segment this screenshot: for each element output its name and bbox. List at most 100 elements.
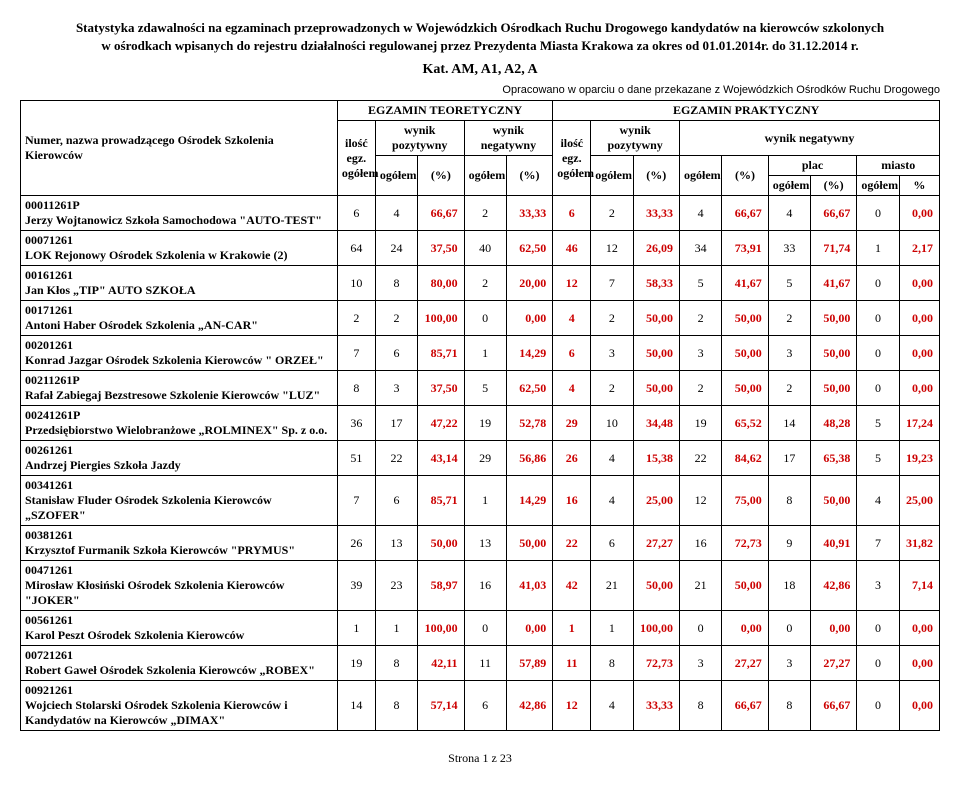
cell-value: 1	[464, 476, 506, 526]
cell-value: 1	[553, 611, 591, 646]
cell-value: 8	[375, 681, 417, 731]
cell-value: 10	[591, 406, 633, 441]
cell-value: 16	[680, 526, 722, 561]
cell-value: 5	[857, 406, 899, 441]
cell-value: 50,00	[633, 336, 679, 371]
cell-value: 19,23	[899, 441, 939, 476]
cell-name: 00161261 Jan Kłos „TIP" AUTO SZKOŁA	[21, 266, 338, 301]
cell-value: 56,86	[506, 441, 552, 476]
cell-name: 00341261 Stanisław Fluder Ośrodek Szkole…	[21, 476, 338, 526]
cell-value: 17,24	[899, 406, 939, 441]
cell-value: 2	[591, 301, 633, 336]
cell-value: 33	[768, 231, 810, 266]
cell-value: 2	[680, 301, 722, 336]
cell-value: 8	[768, 476, 810, 526]
table-row: 00561261 Karol Peszt Ośrodek Szkolenia K…	[21, 611, 940, 646]
cell-value: 2,17	[899, 231, 939, 266]
cell-value: 0	[857, 301, 899, 336]
cell-value: 7	[857, 526, 899, 561]
cell-name: 00071261 LOK Rejonowy Ośrodek Szkolenia …	[21, 231, 338, 266]
cell-value: 40,91	[810, 526, 856, 561]
cell-value: 42,11	[418, 646, 464, 681]
cell-value: 42	[553, 561, 591, 611]
cell-value: 62,50	[506, 231, 552, 266]
cell-value: 41,67	[810, 266, 856, 301]
cell-value: 50,00	[418, 526, 464, 561]
table-row: 00161261 Jan Kłos „TIP" AUTO SZKOŁA10880…	[21, 266, 940, 301]
cell-value: 64	[337, 231, 375, 266]
col-ogolem: ogółem	[591, 156, 633, 196]
cell-value: 65,38	[810, 441, 856, 476]
cell-value: 11	[553, 646, 591, 681]
cell-value: 2	[591, 371, 633, 406]
cell-value: 0,00	[899, 196, 939, 231]
table-row: 00011261P Jerzy Wojtanowicz Szkoła Samoc…	[21, 196, 940, 231]
table-row: 00341261 Stanisław Fluder Ośrodek Szkole…	[21, 476, 940, 526]
pager: Strona 1 z 23	[20, 751, 940, 766]
table-row: 00721261 Robert Gaweł Ośrodek Szkolenia …	[21, 646, 940, 681]
cell-value: 2	[591, 196, 633, 231]
cell-value: 6	[591, 526, 633, 561]
cell-value: 58,33	[633, 266, 679, 301]
cell-value: 6	[553, 336, 591, 371]
cell-value: 0,00	[810, 611, 856, 646]
cell-value: 23	[375, 561, 417, 611]
cell-value: 36	[337, 406, 375, 441]
cell-value: 17	[768, 441, 810, 476]
cell-value: 18	[768, 561, 810, 611]
cell-value: 7,14	[899, 561, 939, 611]
cell-value: 22	[680, 441, 722, 476]
cell-value: 13	[375, 526, 417, 561]
cell-value: 4	[857, 476, 899, 526]
cell-value: 3	[680, 336, 722, 371]
table-row: 00071261 LOK Rejonowy Ośrodek Szkolenia …	[21, 231, 940, 266]
cell-value: 66,67	[722, 196, 768, 231]
cell-value: 2	[768, 301, 810, 336]
cell-value: 40	[464, 231, 506, 266]
cell-value: 8	[591, 646, 633, 681]
cell-value: 5	[464, 371, 506, 406]
cell-value: 6	[464, 681, 506, 731]
cell-value: 26	[553, 441, 591, 476]
cell-value: 5	[680, 266, 722, 301]
cell-value: 0,00	[899, 681, 939, 731]
col-teor-neg: wynik negatywny	[464, 121, 553, 156]
cell-value: 0	[857, 611, 899, 646]
cell-value: 21	[591, 561, 633, 611]
cell-value: 2	[464, 266, 506, 301]
col-teor: EGZAMIN TEORETYCZNY	[337, 101, 552, 121]
cell-value: 52,78	[506, 406, 552, 441]
cell-value: 1	[375, 611, 417, 646]
cell-value: 13	[464, 526, 506, 561]
cell-value: 43,14	[418, 441, 464, 476]
cell-value: 6	[375, 476, 417, 526]
cell-value: 16	[553, 476, 591, 526]
cell-value: 4	[553, 301, 591, 336]
cell-value: 66,67	[810, 196, 856, 231]
cell-name: 00471261 Mirosław Kłosiński Ośrodek Szko…	[21, 561, 338, 611]
col-teor-poz: wynik pozytywny	[375, 121, 464, 156]
cell-name: 00011261P Jerzy Wojtanowicz Szkoła Samoc…	[21, 196, 338, 231]
cell-value: 31,82	[899, 526, 939, 561]
cell-value: 75,00	[722, 476, 768, 526]
cell-value: 39	[337, 561, 375, 611]
cell-value: 46	[553, 231, 591, 266]
cell-name: 00381261 Krzysztof Furmanik Szkoła Kiero…	[21, 526, 338, 561]
cell-value: 19	[680, 406, 722, 441]
cell-value: 37,50	[418, 231, 464, 266]
cell-value: 1	[857, 231, 899, 266]
cell-value: 1	[337, 611, 375, 646]
col-pct: (%)	[722, 156, 768, 196]
cell-value: 4	[553, 371, 591, 406]
page-title-line1: Statystyka zdawalności na egzaminach prz…	[20, 20, 940, 36]
cell-value: 50,00	[633, 301, 679, 336]
cell-value: 50,00	[722, 561, 768, 611]
cell-value: 48,28	[810, 406, 856, 441]
cell-value: 0,00	[899, 611, 939, 646]
cell-value: 12	[553, 681, 591, 731]
cell-value: 51	[337, 441, 375, 476]
cell-value: 8	[680, 681, 722, 731]
cell-value: 80,00	[418, 266, 464, 301]
cell-value: 50,00	[633, 371, 679, 406]
col-ogolem: ogółem	[375, 156, 417, 196]
